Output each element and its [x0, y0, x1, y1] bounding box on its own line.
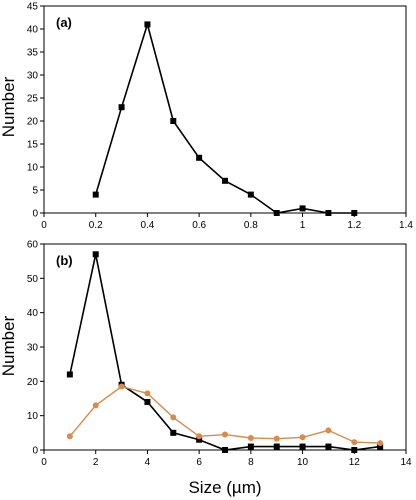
data-point-b-2	[144, 390, 151, 397]
plot-frame-b	[43, 243, 407, 451]
panel-label-a: (a)	[56, 15, 72, 30]
x-tick-label-b: 4	[145, 457, 151, 468]
x-tick-label-a: 0.2	[89, 220, 103, 231]
x-tick-label-a: 0	[41, 220, 47, 231]
x-tick-label-b: 12	[349, 457, 361, 468]
y-tick-label-a: 10	[27, 163, 39, 174]
y-tick-label-a: 20	[27, 117, 39, 128]
data-point-b-2	[351, 439, 358, 446]
x-tick-label-b: 2	[93, 457, 99, 468]
series-line-a-1	[94, 21, 355, 214]
data-point-a-1	[247, 191, 254, 198]
data-point-b-1	[222, 447, 228, 453]
y-tick-label-a: 25	[27, 94, 39, 105]
y-tick-label-a: 0	[32, 209, 38, 220]
x-tick-label-a: 0.4	[140, 220, 154, 231]
data-point-b-2	[247, 434, 254, 441]
data-point-b-2	[66, 433, 73, 440]
data-point-b-1	[144, 398, 151, 405]
y-axis-title-b: Number	[0, 315, 18, 376]
data-point-b-2	[170, 414, 177, 421]
data-point-b-2	[273, 435, 280, 442]
data-point-b-1	[377, 443, 384, 450]
panel-label-b: (b)	[56, 253, 73, 268]
series-line-b-1	[69, 254, 381, 451]
data-point-b-2	[325, 427, 332, 434]
data-point-a-1	[170, 118, 177, 124]
x-axis-title: Size (µm)	[188, 478, 261, 497]
x-tick-label-b: 14	[400, 457, 412, 468]
x-tick-label-a: 0.6	[192, 220, 206, 231]
y-tick-label-a: 45	[27, 2, 39, 13]
x-tick-label-a: 0.8	[244, 220, 258, 231]
data-point-b-1	[273, 443, 280, 450]
data-point-a-1	[273, 210, 280, 216]
data-point-b-2	[118, 383, 125, 390]
data-point-b-2	[377, 440, 384, 447]
panel-a: 0 0.2 0.4 0.6 0.8 1 1.2 1.4 0 5 10 15 20 25 30 35 40 45 (a…	[27, 2, 414, 232]
y-tick-label-a: 5	[32, 186, 38, 197]
x-tick-label-a: 1	[300, 220, 306, 231]
data-point-b-1	[66, 371, 73, 378]
y-tick-label-b: 0	[32, 446, 38, 457]
x-tick-label-b: 10	[297, 457, 309, 468]
data-point-b-2	[92, 402, 99, 409]
data-point-b-2	[196, 433, 203, 440]
data-point-a-1	[118, 104, 125, 111]
y-tick-label-b: 20	[27, 377, 39, 388]
data-point-a-1	[299, 205, 306, 212]
y-tick-label-a: 30	[27, 71, 39, 82]
x-tick-label-a: 1.2	[347, 220, 361, 231]
y-tick-label-b: 40	[27, 308, 39, 319]
x-tick-label-b: 6	[196, 457, 202, 468]
y-tick-label-b: 50	[27, 274, 39, 285]
y-tick-label-b: 10	[27, 411, 39, 422]
y-tick-label-b: 60	[27, 240, 39, 251]
y-axis-title-a: Number	[0, 76, 18, 137]
data-point-a-1	[144, 21, 151, 28]
data-point-a-1	[196, 154, 203, 161]
data-point-b-1	[170, 429, 177, 436]
x-tick-label-b: 8	[248, 457, 254, 468]
panel-b: 0 2 4 6 8 10 12 14 0 10 20 30 40 50 60 (b)	[27, 240, 412, 469]
data-point-a-1	[92, 191, 99, 198]
data-point-b-1	[325, 443, 332, 450]
x-tick-label-b: 0	[41, 457, 47, 468]
data-point-b-1	[351, 447, 358, 453]
data-point-b-2	[222, 431, 228, 438]
data-point-a-1	[222, 177, 228, 184]
plot-frame-a	[43, 5, 407, 214]
x-tick-label-a: 1.4	[399, 220, 413, 231]
data-point-b-1	[92, 251, 99, 258]
data-point-b-1	[247, 443, 254, 450]
data-point-b-1	[196, 436, 203, 443]
data-point-b-2	[299, 434, 306, 441]
y-tick-label-a: 15	[27, 140, 39, 151]
data-point-b-1	[299, 443, 306, 450]
data-point-a-1	[325, 210, 332, 216]
y-tick-label-b: 30	[27, 343, 39, 354]
y-tick-label-a: 40	[27, 25, 39, 36]
y-tick-label-a: 35	[27, 48, 39, 59]
data-point-a-1	[351, 210, 358, 216]
